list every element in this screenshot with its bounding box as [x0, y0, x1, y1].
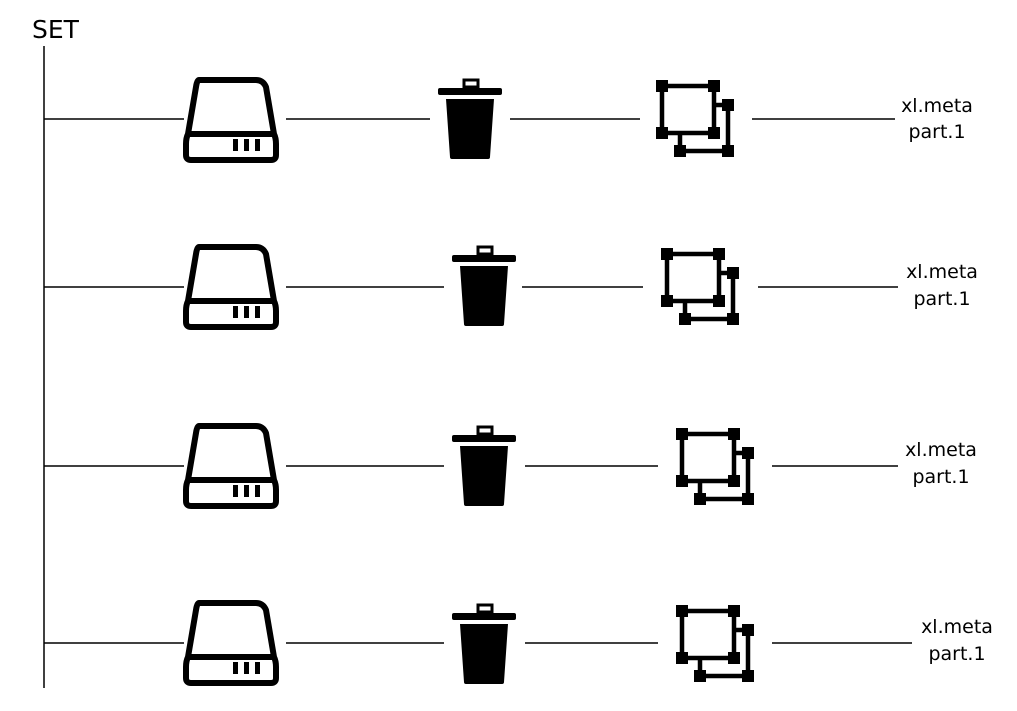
drive-icon [183, 244, 279, 330]
object-shapes-icon [656, 80, 734, 157]
set-row-1: xl.meta part.1 [44, 77, 973, 163]
drive-icon [183, 600, 279, 686]
trash-bin-icon [438, 78, 502, 159]
set-label: SET [32, 15, 80, 44]
set-row-2: xl.meta part.1 [44, 244, 978, 330]
object-shapes-icon [676, 428, 754, 505]
trash-bin-icon [452, 245, 516, 326]
file-label-part: part.1 [912, 466, 969, 488]
trash-bin-icon [452, 603, 516, 684]
file-label-xl-meta: xl.meta [921, 616, 993, 638]
file-label-part: part.1 [908, 121, 965, 143]
file-label-xl-meta: xl.meta [906, 261, 978, 283]
object-shapes-icon [676, 605, 754, 682]
drive-icon [183, 77, 279, 163]
object-shapes-icon [661, 248, 739, 325]
drive-icon [183, 423, 279, 509]
file-label-part: part.1 [913, 288, 970, 310]
trash-bin-icon [452, 425, 516, 506]
file-label-xl-meta: xl.meta [901, 95, 973, 117]
file-label-xl-meta: xl.meta [905, 439, 977, 461]
set-row-3: xl.meta part.1 [44, 423, 977, 509]
file-label-part: part.1 [928, 643, 985, 665]
set-row-4: xl.meta part.1 [44, 600, 993, 686]
